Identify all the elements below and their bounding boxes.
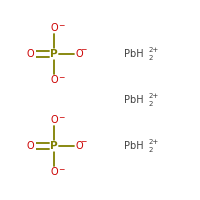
Text: 2+: 2+ (149, 139, 159, 145)
Text: 2: 2 (149, 147, 153, 153)
Text: −: − (58, 21, 65, 30)
Text: 2+: 2+ (149, 47, 159, 53)
Text: −: − (81, 46, 87, 54)
Text: −: − (58, 73, 65, 82)
Text: O: O (76, 141, 83, 151)
Text: PbH: PbH (124, 141, 144, 151)
Text: O: O (50, 23, 58, 33)
Text: −: − (81, 138, 87, 146)
Text: O: O (27, 49, 34, 59)
Text: −: − (58, 165, 65, 174)
Text: PbH: PbH (124, 95, 144, 105)
Text: O: O (50, 167, 58, 177)
Text: P: P (50, 141, 58, 151)
Text: P: P (50, 49, 58, 59)
Text: O: O (50, 75, 58, 85)
Text: PbH: PbH (124, 49, 144, 59)
Text: O: O (50, 115, 58, 125)
Text: O: O (27, 141, 34, 151)
Text: 2: 2 (149, 101, 153, 107)
Text: 2: 2 (149, 55, 153, 61)
Text: 2+: 2+ (149, 93, 159, 99)
Text: O: O (76, 49, 83, 59)
Text: −: − (58, 113, 65, 122)
